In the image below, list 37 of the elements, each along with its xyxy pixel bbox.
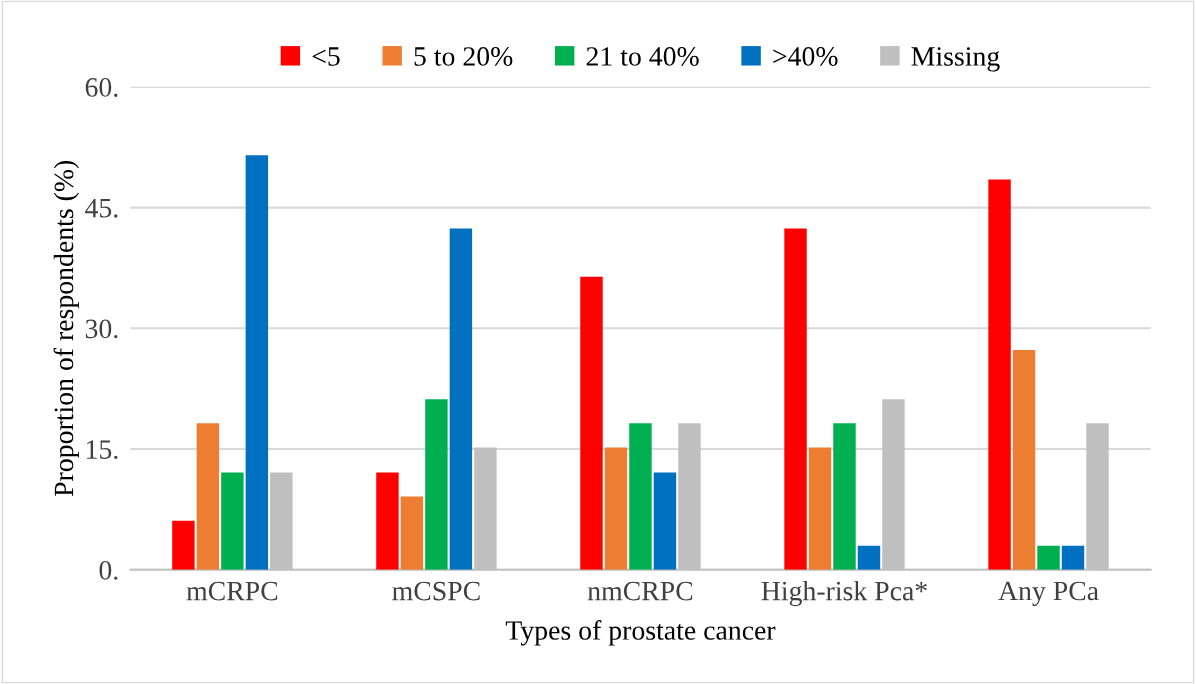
x-tick-label: High-risk Pca* <box>761 580 927 607</box>
bar <box>196 423 220 570</box>
bar <box>833 423 856 570</box>
legend-label: <5 <box>312 47 340 66</box>
bar <box>808 447 832 570</box>
bar <box>857 545 881 570</box>
bar <box>1012 350 1036 570</box>
bar <box>604 447 628 570</box>
bar <box>245 155 269 570</box>
y-axis-title: Proportion of respondents (%) <box>53 160 79 497</box>
bar <box>376 472 399 570</box>
bar <box>1037 545 1060 570</box>
bar <box>629 423 652 570</box>
bar <box>580 276 603 570</box>
y-tick-label: 15. <box>86 440 118 460</box>
y-tick-label: 60. <box>85 78 118 97</box>
bar <box>425 399 448 570</box>
y-tick-label: 30. <box>85 319 118 339</box>
bar <box>400 496 424 570</box>
legend-label: Missing <box>911 47 1000 72</box>
legend-label: >40% <box>773 47 838 66</box>
x-tick-label: mCRPC <box>186 581 278 601</box>
x-axis-title: Types of prostate cancer <box>505 620 776 646</box>
y-tick-label: 45. <box>85 198 118 218</box>
bar <box>1061 545 1085 570</box>
bar <box>449 228 473 570</box>
x-tick-label: mCSPC <box>392 581 480 601</box>
y-tick-label: 0. <box>99 560 118 580</box>
x-tick-label: Any PCa <box>998 581 1099 607</box>
legend-label: 21 to 40% <box>586 47 699 66</box>
bar <box>784 228 807 570</box>
bar <box>221 472 244 570</box>
bar <box>988 179 1011 570</box>
legend-label: 5 to 20% <box>414 47 513 66</box>
bar <box>172 520 195 570</box>
x-tick-label: nmCRPC <box>587 581 693 601</box>
bar <box>653 472 677 570</box>
